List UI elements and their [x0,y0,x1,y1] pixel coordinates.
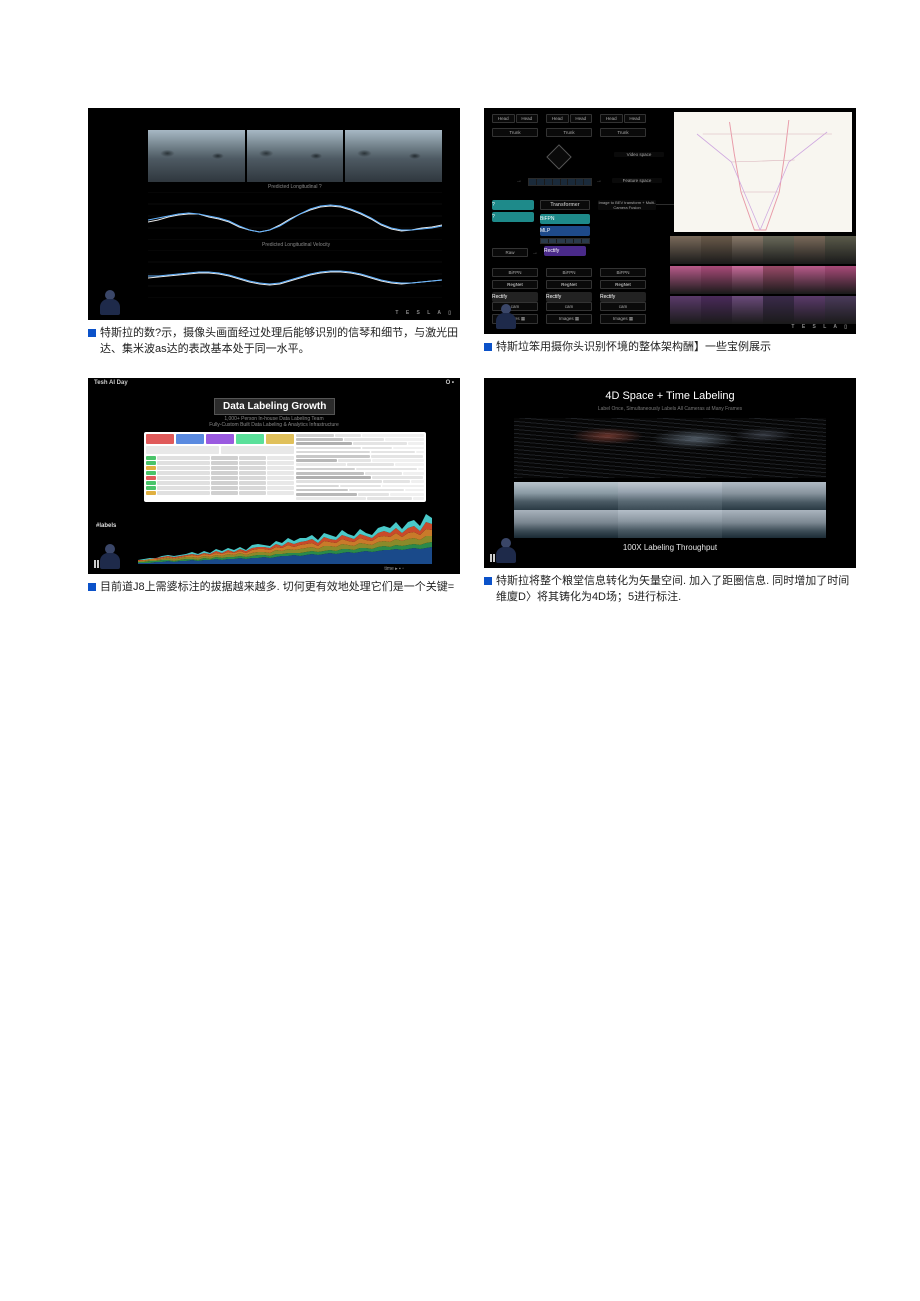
slide-subtitle: Label Once, Simultaneously Labels All Ca… [484,406,856,412]
pause-icon[interactable] [490,554,496,562]
dash-chart-row [146,446,294,454]
caption: 特斯拉的数?示，摄像头画面经过处理后能够识别的信琴和细节，与激光田 达、集米波a… [88,326,460,358]
dash-status-rows [146,456,294,500]
caption-text: 特斯拉的数?示，摄像头画面经过处理后能够识别的信琴和细节，与激光田 达、集米波a… [100,326,460,358]
throughput-label: 100X Labeling Throughput [564,541,776,554]
slide-title: 4D Space + Time Labeling [484,390,856,402]
plot-top-label: Predicted Longitudinal ? [268,184,322,190]
speaker-thumbnail [490,302,522,330]
plot-bot [148,250,442,298]
slide-subtitle: 1,000+ Person In-house Data Labeling Tea… [88,416,460,429]
caption-marker-icon [484,343,492,351]
speaker-thumbnail [94,288,126,316]
caption-text: 特斯垃笨用摄你头识别怀境的整体架构酬】一些宝例展示 [496,340,856,356]
plot-top [148,192,442,240]
camera-tiles [514,482,826,538]
camera-row [670,236,856,264]
panel-camera-vs-lidar: Predicted Longitudinal ? Predicted Longi… [88,108,460,358]
bev-map [674,112,852,232]
dash-top-blocks [146,434,294,444]
dash-left [146,434,294,500]
road-frame [345,130,442,182]
caption: 特斯垃笨用摄你头识别怀境的整体架构酬】一些宝例展示 [484,340,856,356]
x-axis-label: time ▸ ▪ ▫ [384,566,404,572]
titlebar-controls: O • [446,380,454,386]
slide-data-labeling: Tesh AI Day O • Data Labeling Growth 1,0… [88,378,460,574]
y-axis-label: #labels [96,523,116,529]
road-frame [148,130,245,182]
road-frame [247,130,344,182]
panel-architecture: HeadHeadTrunkHeadHeadTrunkHeadHeadTrunkV… [484,108,856,358]
dashboard-mock [144,432,426,502]
pointcloud [514,418,826,478]
camera-row [670,296,856,324]
caption-marker-icon [88,329,96,337]
caption-marker-icon [484,577,492,585]
title-blackbar [106,108,442,122]
camera-row [670,266,856,294]
slide-charts: Predicted Longitudinal ? Predicted Longi… [88,108,460,320]
caption-text: 目前道J8上需婆标注的拔据越来越多. 切何更有效地处理它们是一个关键= [100,580,460,596]
sub-line: Fully-Custom Built Data Labeling & Analy… [88,422,460,429]
plot-bot-label: Predicted Longitudinal Velocity [262,242,330,248]
architecture-diagram: HeadHeadTrunkHeadHeadTrunkHeadHeadTrunkV… [484,108,670,334]
panel-4d-labeling: 4D Space + Time Labeling Label Once, Sim… [484,378,856,606]
mini-chart [146,446,219,454]
slide-4d-labeling: 4D Space + Time Labeling Label Once, Sim… [484,378,856,568]
video-titlebar: Tesh AI Day O • [88,378,460,388]
caption-text: 特斯拉将整个粮堂信息转化为矢量空间. 加入了距圏信息. 同时增加了时间 维廈D〉… [496,574,856,606]
tesla-logo: T E S L A ▯ [791,324,850,330]
stacked-area-chart [138,506,432,564]
dash-right-lines [296,434,424,500]
tesla-logo: T E S L A ▯ [395,310,454,316]
caption: 目前道J8上需婆标注的拔据越来越多. 切何更有效地处理它们是一个关键= [88,580,460,596]
camera-grid: T E S L A ▯ [670,108,856,334]
caption-marker-icon [88,583,96,591]
road-strip [148,130,442,182]
titlebar-text: Tesh AI Day [94,380,128,386]
panel-data-labeling: Tesh AI Day O • Data Labeling Growth 1,0… [88,378,460,606]
pause-icon[interactable] [94,560,100,568]
caption: 特斯拉将整个粮堂信息转化为矢量空间. 加入了距圏信息. 同时增加了时间 维廈D〉… [484,574,856,606]
slide-header: Data Labeling Growth [214,398,335,415]
mini-chart [221,446,294,454]
slide-architecture: HeadHeadTrunkHeadHeadTrunkHeadHeadTrunkV… [484,108,856,334]
